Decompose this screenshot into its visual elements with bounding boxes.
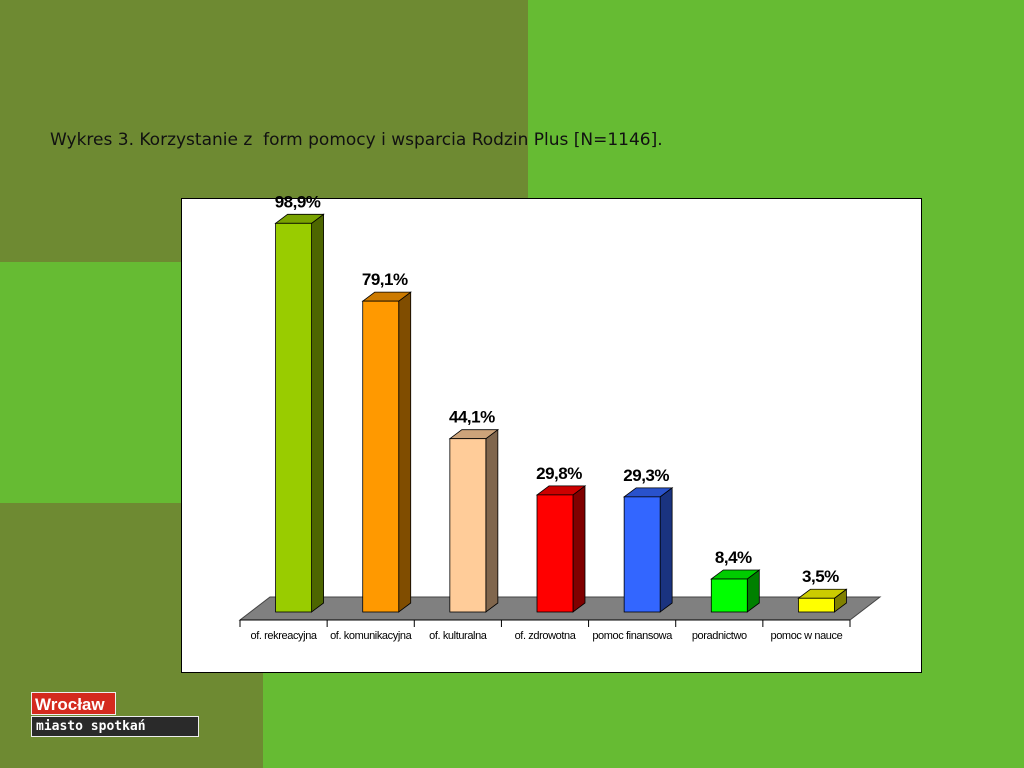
value-label: 29,8% [536,464,582,483]
bar [710,578,748,613]
bar-side [311,213,324,613]
value-label: 44,1% [449,408,495,427]
value-label: 98,9% [275,192,321,211]
chart-title: Wykres 3. Korzystanie z form pomocy i ws… [50,130,663,150]
value-label: 79,1% [362,270,408,289]
bar [362,300,400,613]
x-tick-label: of. rekreacyjna [250,630,317,642]
x-tick-label: poradnictwo [691,630,747,642]
x-tick-label: of. komunikacyjna [330,630,412,642]
bar-side [485,428,499,613]
x-tick-label: of. kulturalna [429,630,487,642]
bar-side [659,487,673,613]
x-tick-label: pomoc finansowa [592,630,672,642]
logo-tagline: miasto spotkań [31,716,199,737]
bar [623,496,661,613]
value-label: 29,3% [623,466,669,485]
value-label: 8,4% [715,548,752,567]
value-label: 3,5% [802,567,839,586]
bar [449,438,487,613]
bar-side [572,485,586,613]
bar-side [398,291,412,613]
bar [275,222,312,613]
bar [798,597,835,613]
x-tick-label: pomoc w nauce [770,630,843,642]
bar [536,494,574,613]
x-tick-label: of. zdrowotna [514,630,576,642]
logo-name: Wrocław [31,692,116,715]
